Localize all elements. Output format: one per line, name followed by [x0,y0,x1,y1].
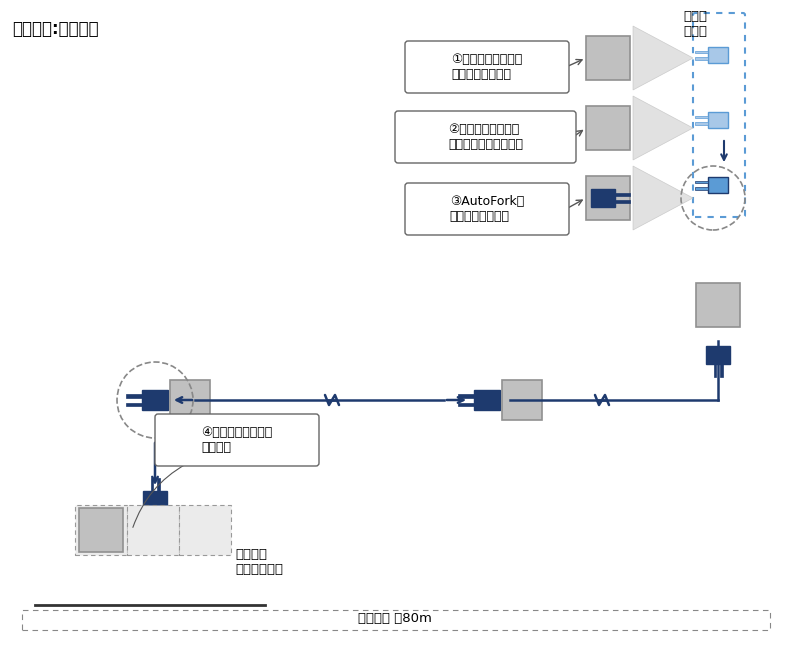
FancyBboxPatch shape [405,183,569,235]
Bar [151,478,153,491]
Bar [502,380,542,420]
Bar [708,177,728,193]
Text: ②車体側面のセンサ
　によるパレット認識: ②車体側面のセンサ によるパレット認識 [448,123,523,151]
Text: 搬送距離 約80m: 搬送距離 約80m [358,611,432,624]
Bar [458,402,474,406]
Bar [22,610,770,630]
Text: ③AutoForkが
　パレットを取得: ③AutoForkが パレットを取得 [450,195,524,223]
Bar [720,364,722,377]
Bar [586,176,630,220]
Bar [75,505,127,555]
Bar [708,112,728,128]
Bar [142,390,168,410]
Bar [714,364,716,377]
FancyBboxPatch shape [155,414,319,466]
Bar [157,478,159,491]
Text: 【倉庫内:上面図】: 【倉庫内:上面図】 [12,20,98,38]
Bar [706,346,730,364]
Bar [695,181,708,183]
Bar [143,491,167,509]
Polygon shape [633,166,693,230]
Bar [586,36,630,80]
Bar [126,394,142,397]
Bar [696,283,740,327]
Bar [591,189,615,207]
Bar [179,505,231,555]
Bar [126,402,142,406]
Bar [615,201,630,203]
Polygon shape [633,96,693,160]
Bar [695,122,708,124]
Text: ①不整列に置かれた
　複数のパレット: ①不整列に置かれた 複数のパレット [451,53,523,81]
Text: トラック
バースエリア: トラック バースエリア [235,548,283,576]
Bar [695,116,708,118]
Bar [615,193,630,196]
Bar [170,380,210,420]
Bar [695,187,708,190]
Bar [127,505,179,555]
FancyBboxPatch shape [405,41,569,93]
Bar [708,47,728,63]
Text: ④指定位置へ搬送し
整列配置: ④指定位置へ搬送し 整列配置 [201,426,273,454]
Text: 仮置場
エリア: 仮置場 エリア [683,10,707,38]
Bar [695,57,708,60]
Bar [586,106,630,150]
Bar [695,50,708,53]
Bar [79,508,123,552]
Bar [474,390,500,410]
Polygon shape [633,26,693,90]
Bar [458,394,474,397]
FancyBboxPatch shape [395,111,576,163]
